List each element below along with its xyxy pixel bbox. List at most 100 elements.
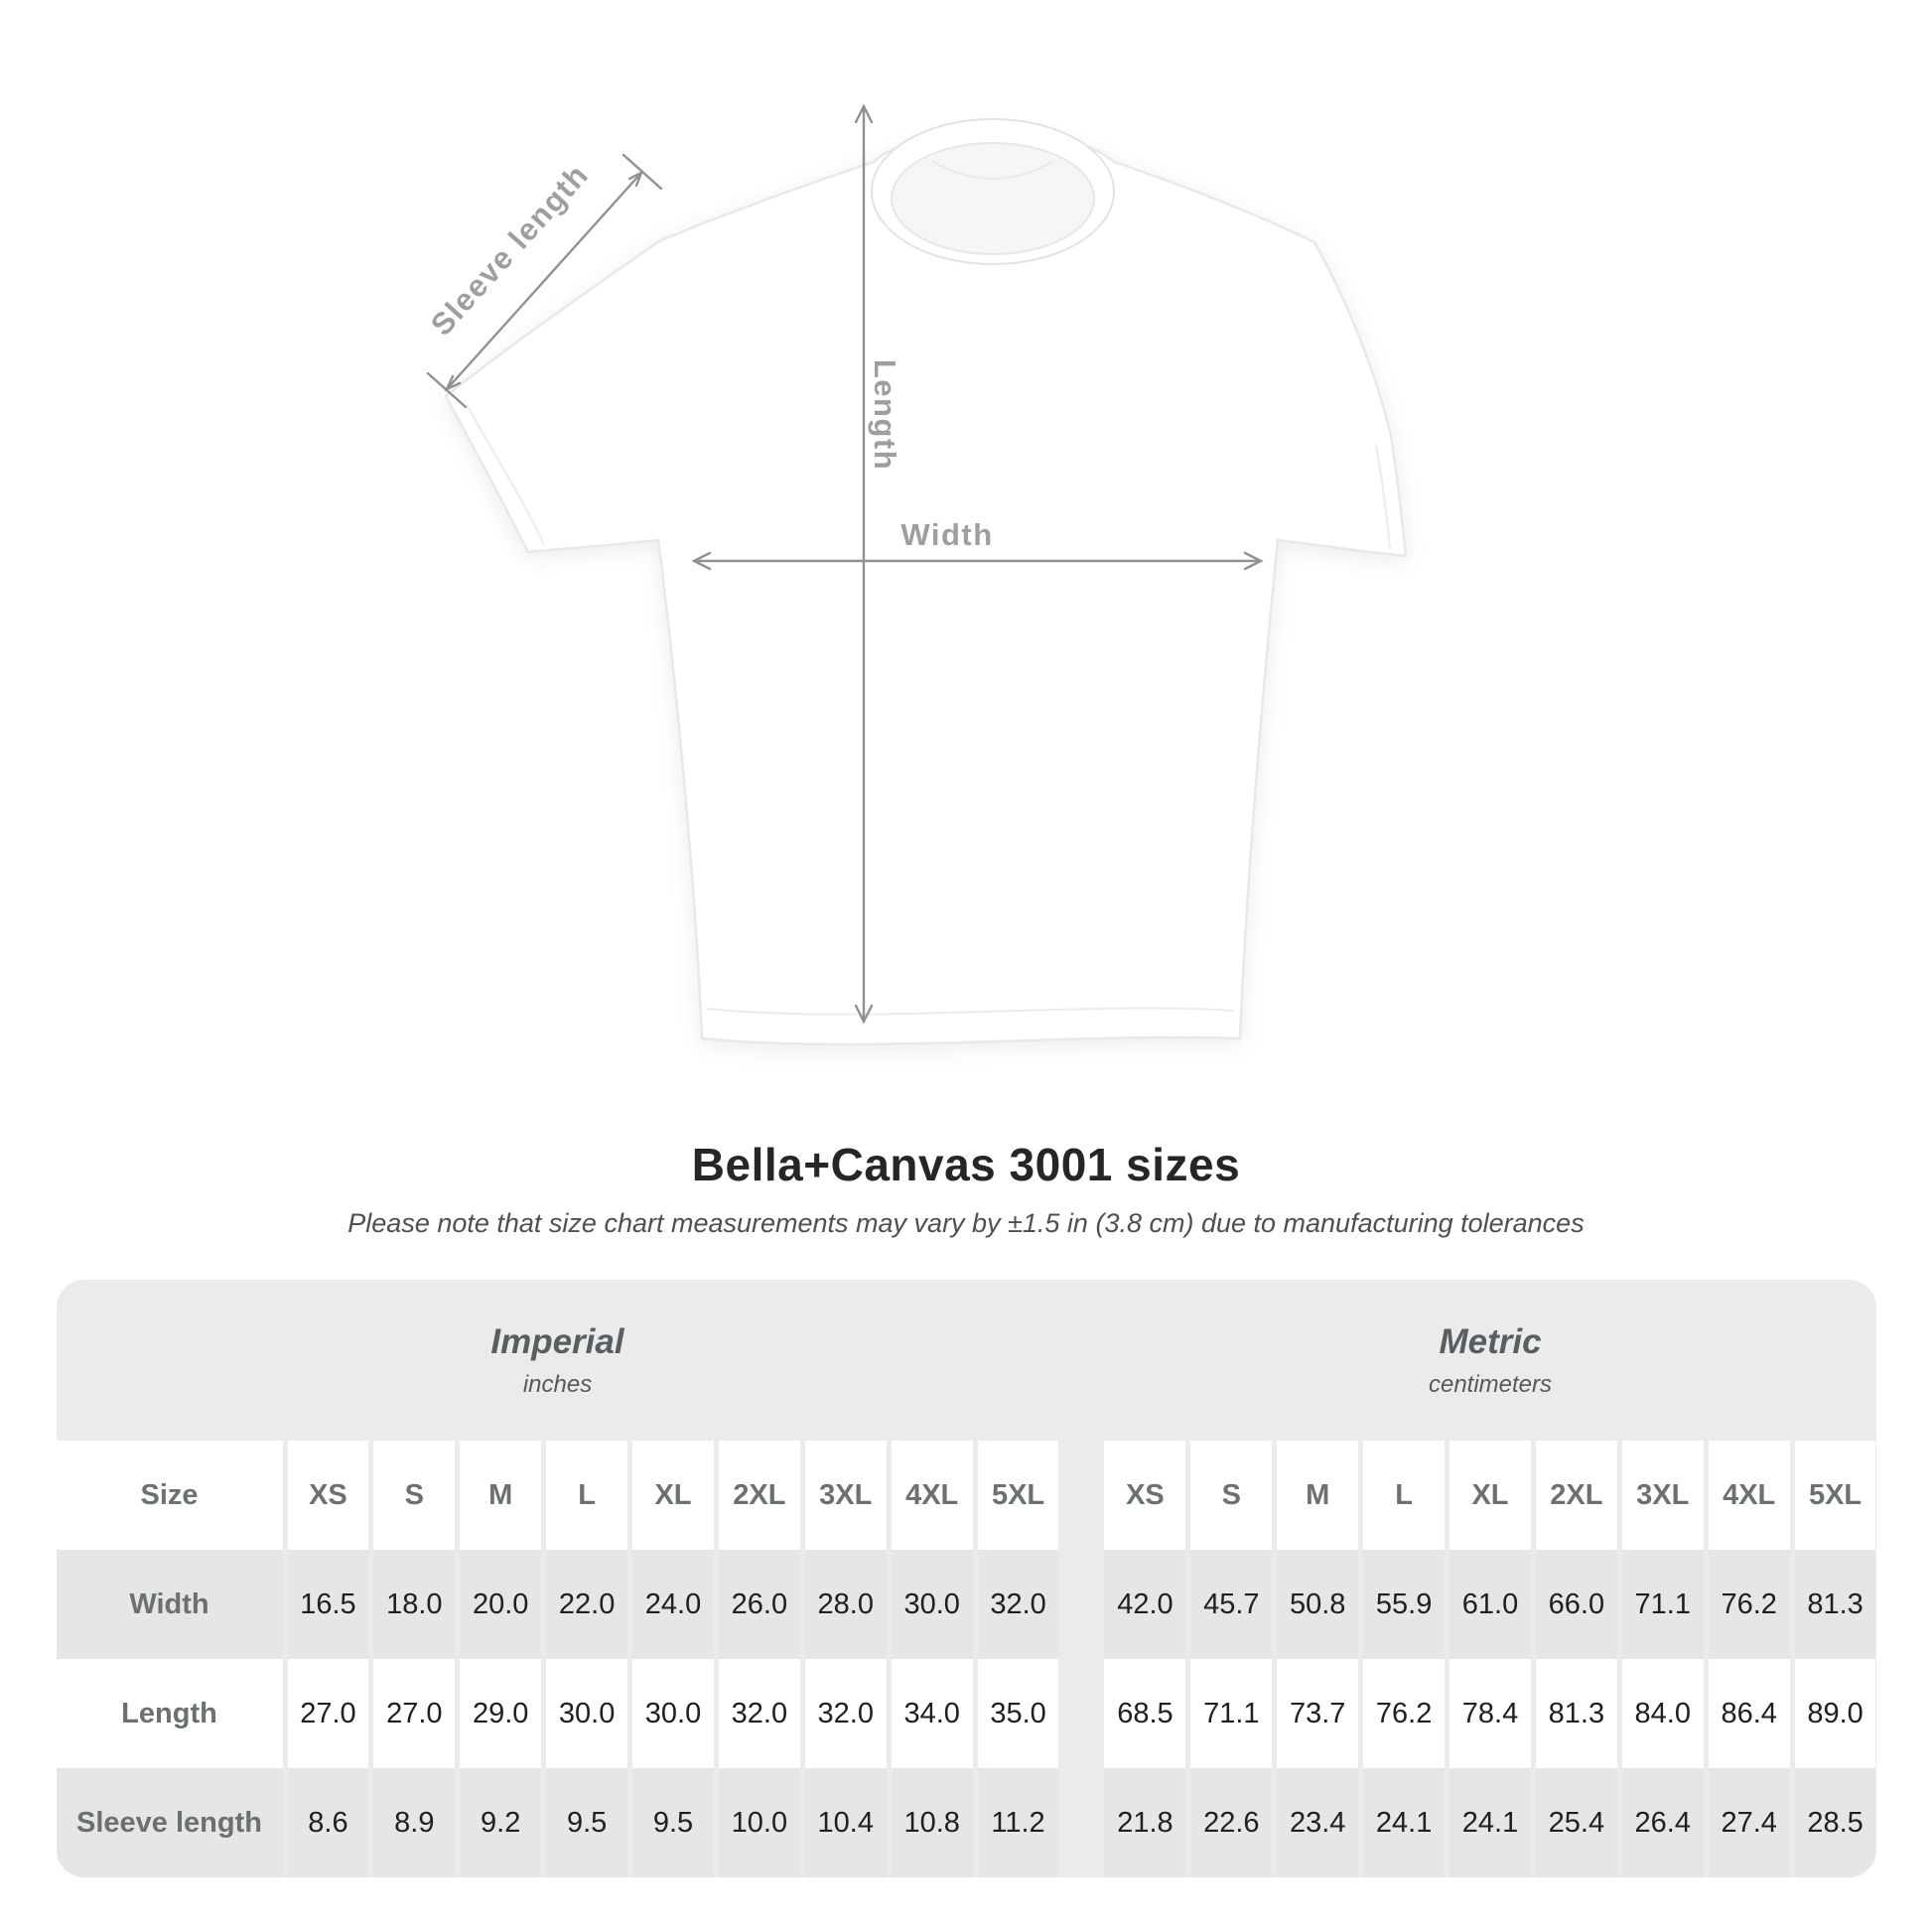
value-cell-imperial: 11.2 (977, 1768, 1059, 1877)
value-cell-imperial: 30.0 (632, 1659, 714, 1768)
table-row: Width 16.5 18.0 20.0 22.0 24.0 26.0 28.0 30.0 32.… (56, 1550, 1876, 1659)
sleeve-arrowhead-top (627, 170, 644, 188)
collar-back-seam (930, 160, 1055, 180)
value-cell-imperial: 28.0 (804, 1550, 887, 1659)
value-cell-metric: 24.1 (1449, 1768, 1531, 1877)
column-spacer (1063, 1441, 1099, 1550)
tshirt-diagram-svg: Length Width Sleeve length (424, 103, 1408, 1046)
length-arrow (854, 103, 874, 1025)
value-cell-imperial: 22.0 (546, 1550, 628, 1659)
metric-unit: centimeters (1428, 1370, 1553, 1398)
value-cell-metric: 42.0 (1104, 1550, 1186, 1659)
value-cell-imperial: 26.0 (718, 1550, 800, 1659)
value-cell-imperial: 30.0 (546, 1659, 628, 1768)
value-cell-imperial: 24.0 (632, 1550, 714, 1659)
table-row: Length 27.0 27.0 29.0 30.0 30.0 32.0 32.0 34.0 35… (56, 1659, 1876, 1768)
value-cell-metric: 21.8 (1104, 1768, 1186, 1877)
value-cell-metric: 28.5 (1794, 1768, 1876, 1877)
hem-seam (706, 1007, 1235, 1016)
sleeve-tick-bottom (426, 371, 468, 409)
value-cell-imperial: 27.0 (373, 1659, 456, 1768)
value-cell-metric: 66.0 (1535, 1550, 1617, 1659)
value-cell-metric: 24.1 (1363, 1768, 1446, 1877)
width-arrow (691, 551, 1264, 571)
value-cell-imperial: 9.2 (460, 1768, 542, 1877)
value-cell-metric: 22.6 (1190, 1768, 1273, 1877)
value-cell-imperial: 29.0 (460, 1659, 542, 1768)
value-cell-imperial: 9.5 (632, 1768, 714, 1877)
value-cell-imperial: 18.0 (373, 1550, 456, 1659)
size-header-metric: M (1277, 1441, 1359, 1550)
size-header-metric: 5XL (1794, 1441, 1876, 1550)
value-cell-imperial: 8.9 (373, 1768, 456, 1877)
value-cell-imperial: 35.0 (977, 1659, 1059, 1768)
row-label: Length (56, 1659, 283, 1768)
size-header-imperial: 5XL (977, 1441, 1059, 1550)
row-label: Width (56, 1550, 283, 1659)
value-cell-metric: 84.0 (1621, 1659, 1704, 1768)
width-arrowhead-right (1243, 551, 1264, 571)
tshirt-diagram: Length Width Sleeve length (424, 103, 1408, 1046)
sleeve-arrow-line (445, 171, 643, 391)
value-cell-imperial: 10.4 (804, 1768, 887, 1877)
value-cell-imperial: 9.5 (546, 1768, 628, 1877)
size-header-metric: XL (1449, 1441, 1531, 1550)
value-cell-imperial: 30.0 (891, 1550, 973, 1659)
value-cell-imperial: 10.0 (718, 1768, 800, 1877)
length-arrowhead-top (854, 103, 874, 124)
value-cell-metric: 89.0 (1794, 1659, 1876, 1768)
size-header-metric: S (1190, 1441, 1273, 1550)
page-title: Bella+Canvas 3001 sizes (691, 1139, 1241, 1190)
value-cell-metric: 27.4 (1708, 1768, 1790, 1877)
left-cuff-seam (466, 403, 545, 546)
value-cell-metric: 71.1 (1621, 1550, 1704, 1659)
imperial-unit: inches (522, 1370, 593, 1398)
size-header-imperial: S (373, 1441, 456, 1550)
value-cell-metric: 76.2 (1708, 1550, 1790, 1659)
size-header-imperial: 3XL (804, 1441, 887, 1550)
value-cell-metric: 23.4 (1277, 1768, 1359, 1877)
size-header-imperial: 2XL (718, 1441, 800, 1550)
right-cuff-seam (1375, 443, 1391, 550)
value-cell-metric: 50.8 (1277, 1550, 1359, 1659)
value-cell-metric: 81.3 (1535, 1659, 1617, 1768)
value-cell-metric: 45.7 (1190, 1550, 1273, 1659)
metric-label: Metric (1439, 1321, 1542, 1361)
size-header-imperial: XL (632, 1441, 714, 1550)
value-cell-imperial: 34.0 (891, 1659, 973, 1768)
value-cell-metric: 26.4 (1621, 1768, 1704, 1877)
value-cell-metric: 81.3 (1794, 1550, 1876, 1659)
length-arrowhead-bottom (854, 1004, 874, 1025)
size-column-header: Size (56, 1441, 283, 1550)
row-label: Sleeve length (56, 1768, 283, 1877)
page-subtitle: Please note that size chart measurements… (347, 1208, 1585, 1238)
value-cell-metric: 25.4 (1535, 1768, 1617, 1877)
column-spacer (1063, 1550, 1099, 1659)
size-header-imperial: L (546, 1441, 628, 1550)
value-cell-metric: 55.9 (1363, 1550, 1446, 1659)
imperial-unit-group: Imperial inches (57, 1280, 1059, 1441)
units-row: Imperial inches Metric centimeters (57, 1280, 1876, 1441)
size-header-metric: 3XL (1621, 1441, 1704, 1550)
value-cell-metric: 71.1 (1190, 1659, 1273, 1768)
value-cell-metric: 68.5 (1104, 1659, 1186, 1768)
column-spacer (1063, 1659, 1099, 1768)
value-cell-imperial: 20.0 (460, 1550, 542, 1659)
value-cell-imperial: 32.0 (804, 1659, 887, 1768)
length-label: Length (868, 359, 902, 471)
size-header-imperial: 4XL (891, 1441, 973, 1550)
value-cell-imperial: 8.6 (287, 1768, 369, 1877)
size-header-imperial: M (460, 1441, 542, 1550)
value-cell-imperial: 32.0 (977, 1550, 1059, 1659)
size-header-metric: XS (1104, 1441, 1186, 1550)
sleeve-tick-top (621, 153, 663, 191)
metric-unit-group: Metric centimeters (1105, 1280, 1876, 1441)
table-header-row: Size XS S M L XL 2XL 3XL 4XL 5XL XS S M L XL 2XL 3XL 4XL 5… (56, 1441, 1876, 1550)
size-header-metric: 4XL (1708, 1441, 1790, 1550)
size-header-imperial: XS (287, 1441, 369, 1550)
value-cell-metric: 73.7 (1277, 1659, 1359, 1768)
value-cell-metric: 76.2 (1363, 1659, 1446, 1768)
value-cell-metric: 61.0 (1449, 1550, 1531, 1659)
sleeve-length-arrow (426, 153, 663, 409)
